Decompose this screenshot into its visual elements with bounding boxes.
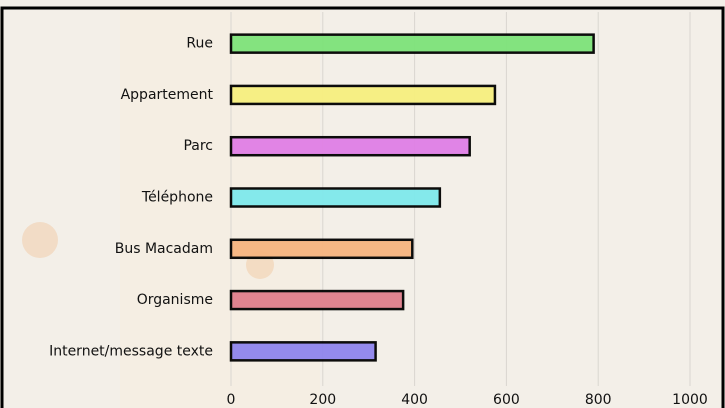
bar (229, 33, 595, 54)
x-tick-label: 600 (493, 392, 520, 408)
bar (229, 341, 377, 362)
bar (229, 289, 405, 311)
y-tick-label: Appartement (121, 87, 214, 103)
y-tick-label: Bus Macadam (115, 241, 213, 257)
x-tick-label: 1000 (672, 392, 708, 408)
y-tick-label: Parc (183, 138, 213, 154)
x-tick-label: 200 (309, 392, 336, 408)
bar (229, 238, 414, 260)
x-tick-label: 400 (401, 392, 428, 408)
x-tick-label: 0 (227, 392, 236, 408)
y-tick-label: Internet/message texte (49, 343, 213, 359)
x-tick-label: 800 (585, 392, 612, 408)
decoration (22, 222, 58, 258)
y-tick-label: Rue (186, 36, 213, 52)
bar (229, 135, 471, 157)
bar (229, 84, 497, 106)
chart-border (0, 6, 725, 408)
bar (229, 187, 442, 208)
y-tick-label: Organisme (137, 292, 213, 308)
y-tick-label: Téléphone (141, 190, 213, 206)
